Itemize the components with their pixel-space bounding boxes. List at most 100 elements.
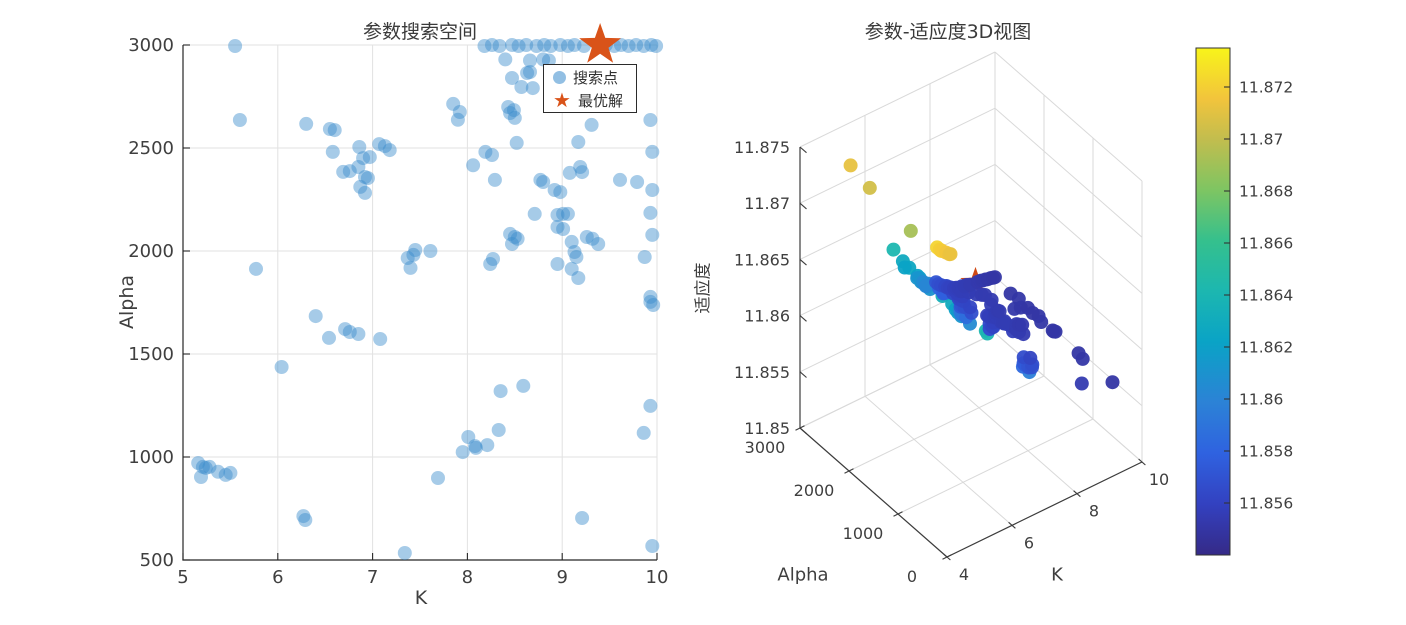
right-yaxis-label: Alpha [777,564,829,586]
scatter-point [486,252,500,266]
scatter-point [408,243,423,257]
scatter-point-3d [1023,350,1038,365]
scatter-point [536,52,551,67]
k-axis-line [946,461,1143,558]
scatter-point [358,170,372,184]
k-tick-label: 8 [1089,502,1099,521]
scatter-point [308,309,323,324]
scatter-point [450,112,465,127]
scatter-point [547,183,562,197]
scatter-point [514,80,529,94]
scatter-point [356,151,371,166]
z-tick-label: 11.875 [734,138,790,157]
scatter-point [649,39,664,53]
scatter-point [571,135,586,149]
scatter-point [507,110,522,125]
scatter-point [498,52,513,67]
scatter-point-3d [862,180,877,195]
scatter-point [614,38,628,52]
scatter-point [382,143,397,158]
right-zaxis-label: 适应度 [693,262,714,314]
scatter-point [274,360,289,374]
y-tick-label: 2500 [128,138,174,159]
scatter-point [511,39,526,53]
scatter-point [585,231,600,246]
scatter-point [636,39,651,53]
scatter-point-3d [897,260,912,275]
scatter-point [191,456,206,470]
scatter-point [567,38,582,52]
scatter-point [400,251,415,265]
legend-label-search-points: 搜索点 [573,68,619,87]
scatter-point-3d [1074,376,1089,391]
scatter-point-3d [903,223,918,238]
scatter-point [643,294,658,309]
legend-box: 搜索点 ★ 最优解 [543,64,637,113]
scatter-point [643,289,658,304]
best-solution-star-icon: ★ [553,87,571,112]
scatter-point [483,257,498,271]
scatter-point [543,39,558,53]
scatter-point [579,230,594,244]
scatter-point [645,183,660,197]
scatter-point [507,230,522,244]
colorbar [1195,47,1231,556]
scatter-point [560,206,575,221]
scatter-point [327,123,342,138]
scatter-point [322,330,336,345]
scatter-point [613,172,627,187]
scatter-point [211,464,226,479]
colorbar-tick-label: 11.862 [1239,339,1293,357]
scatter-point-3d [1003,286,1018,301]
colorbar-tick-label: 11.86 [1239,391,1283,409]
scatter-point [397,546,412,560]
scatter-point [564,234,579,249]
z-tick [799,427,807,435]
scatter-point-3d [1105,375,1120,390]
scatter-point-3d [943,247,958,262]
scatter-point [523,65,537,79]
alpha-tick-label: 0 [907,567,917,586]
legend-item-search-points: 搜索点 [544,66,636,89]
x-tick-label: 10 [646,567,669,588]
scatter-point [621,39,636,53]
z-tick-label: 11.855 [734,363,790,382]
scatter-point [567,245,582,259]
scatter-point [520,66,535,80]
scatter-point [569,250,584,264]
scatter-point-3d [1034,315,1049,329]
scatter-point [358,185,372,200]
scatter-point [336,164,351,179]
scatter-point-3d [843,158,858,173]
grid-line [929,364,1078,495]
scatter-point [571,271,586,285]
scatter-point [478,144,493,159]
colorbar-tick-label: 11.866 [1239,235,1293,253]
z-tick [799,371,807,378]
scatter-point [646,298,661,312]
z-tick-label: 11.85 [744,419,790,438]
scatter-point-3d [1048,324,1063,339]
best-solution-star [579,23,621,63]
k-tick-label: 6 [1024,533,1034,552]
scatter-point [403,260,418,275]
scatter-point [501,100,516,114]
scatter-point [228,39,243,53]
k-tick [1073,490,1081,498]
colorbar-tick-label: 11.856 [1239,495,1293,513]
scatter-point [468,439,482,454]
scatter-point [525,81,540,96]
scatter-point [527,206,542,221]
scatter-point [645,144,660,159]
scatter-point [562,165,577,180]
scatter-point [629,38,644,52]
x-tick-label: 9 [556,567,567,588]
scatter-point [299,116,314,131]
k-tick [943,553,951,561]
scatter-point [342,164,357,179]
scatter-point [195,459,210,474]
scatter-point [509,135,524,150]
legend-item-best-solution: ★ 最优解 [544,89,636,112]
scatter-point [342,325,357,339]
k-tick-label: 4 [959,565,969,584]
